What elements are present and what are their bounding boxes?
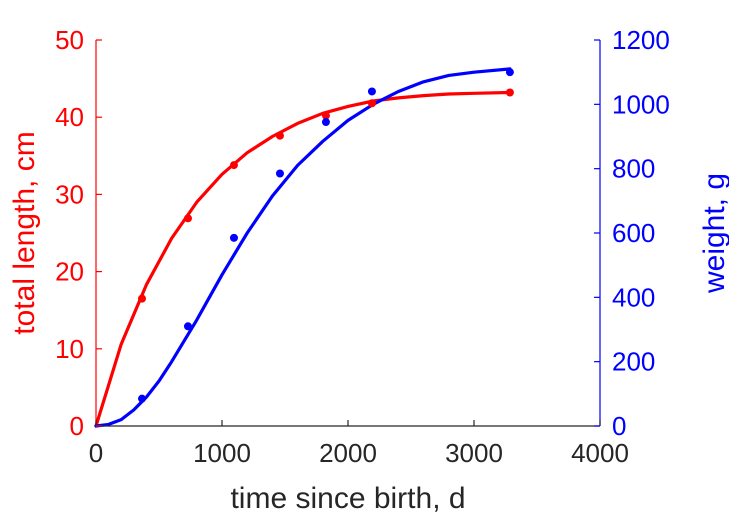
x-tick-label: 4000 <box>571 438 629 468</box>
length-data-point <box>183 214 192 223</box>
length-data-point <box>367 99 376 108</box>
right-y-tick-label: 600 <box>612 218 655 248</box>
weight-data-point <box>137 394 146 403</box>
x-tick-label: 1000 <box>193 438 251 468</box>
left-y-tick-label: 0 <box>70 411 84 441</box>
weight-data-point <box>229 233 238 242</box>
length-data-point <box>321 111 330 120</box>
right-y-axis-label: weight, g <box>698 173 729 294</box>
weight-data-point <box>505 68 514 77</box>
data-points <box>137 68 514 403</box>
right-y-tick-label: 200 <box>612 347 655 377</box>
weight-data-point <box>275 169 284 178</box>
left-y-tick-label: 50 <box>55 25 84 55</box>
left-y-tick-label: 10 <box>55 334 84 364</box>
right-y-tick-label: 400 <box>612 282 655 312</box>
x-tick-label: 0 <box>89 438 103 468</box>
axes <box>95 40 601 427</box>
ticks: 0 1000 2000 3000 400001020304050020040060080… <box>55 25 670 468</box>
right-y-tick-label: 1200 <box>612 25 670 55</box>
length-fit-line <box>94 90 512 428</box>
weight-fit-line <box>94 67 512 428</box>
length-data-point <box>275 131 284 140</box>
plot-area <box>94 67 514 428</box>
x-tick-label: 2000 <box>319 438 377 468</box>
right-y-tick-label: 0 <box>612 411 626 441</box>
left-y-tick-label: 30 <box>55 179 84 209</box>
length-data-point <box>505 88 514 97</box>
right-y-tick-label: 1000 <box>612 89 670 119</box>
length-data-point <box>229 161 238 170</box>
x-axis-label: time since birth, d <box>230 482 465 515</box>
weight-data-point <box>367 87 376 96</box>
x-tick-label: 3000 <box>445 438 503 468</box>
fit-lines <box>94 67 512 428</box>
weight-data-point <box>321 118 330 127</box>
left-y-tick-label: 20 <box>55 257 84 287</box>
left-y-axis-label: total length, cm <box>8 131 41 334</box>
right-y-tick-label: 800 <box>612 154 655 184</box>
length-data-point <box>137 294 146 303</box>
left-y-tick-label: 40 <box>55 102 84 132</box>
weight-data-point <box>183 322 192 331</box>
